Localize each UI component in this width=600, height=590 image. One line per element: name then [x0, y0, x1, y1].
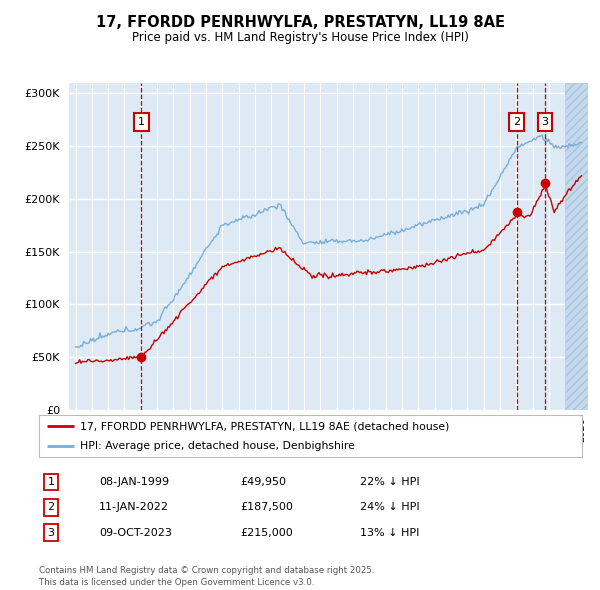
- Text: 11-JAN-2022: 11-JAN-2022: [99, 503, 169, 512]
- Text: 22% ↓ HPI: 22% ↓ HPI: [360, 477, 419, 487]
- Text: 1: 1: [47, 477, 55, 487]
- Text: 09-OCT-2023: 09-OCT-2023: [99, 528, 172, 537]
- Bar: [565, 83, 600, 410]
- Text: HPI: Average price, detached house, Denbighshire: HPI: Average price, detached house, Denb…: [80, 441, 355, 451]
- Text: Contains HM Land Registry data © Crown copyright and database right 2025.
This d: Contains HM Land Registry data © Crown c…: [39, 566, 374, 587]
- Text: 17, FFORDD PENRHWYLFA, PRESTATYN, LL19 8AE: 17, FFORDD PENRHWYLFA, PRESTATYN, LL19 8…: [95, 15, 505, 30]
- Text: 17, FFORDD PENRHWYLFA, PRESTATYN, LL19 8AE (detached house): 17, FFORDD PENRHWYLFA, PRESTATYN, LL19 8…: [80, 421, 449, 431]
- Text: 1: 1: [137, 117, 145, 127]
- Text: £187,500: £187,500: [240, 503, 293, 512]
- Text: 2: 2: [513, 117, 520, 127]
- Text: 3: 3: [47, 528, 55, 537]
- Text: £49,950: £49,950: [240, 477, 286, 487]
- Text: Price paid vs. HM Land Registry's House Price Index (HPI): Price paid vs. HM Land Registry's House …: [131, 31, 469, 44]
- Text: 08-JAN-1999: 08-JAN-1999: [99, 477, 169, 487]
- Text: 24% ↓ HPI: 24% ↓ HPI: [360, 503, 419, 512]
- Text: 2: 2: [47, 503, 55, 512]
- Text: £215,000: £215,000: [240, 528, 293, 537]
- Text: 13% ↓ HPI: 13% ↓ HPI: [360, 528, 419, 537]
- Text: 3: 3: [542, 117, 548, 127]
